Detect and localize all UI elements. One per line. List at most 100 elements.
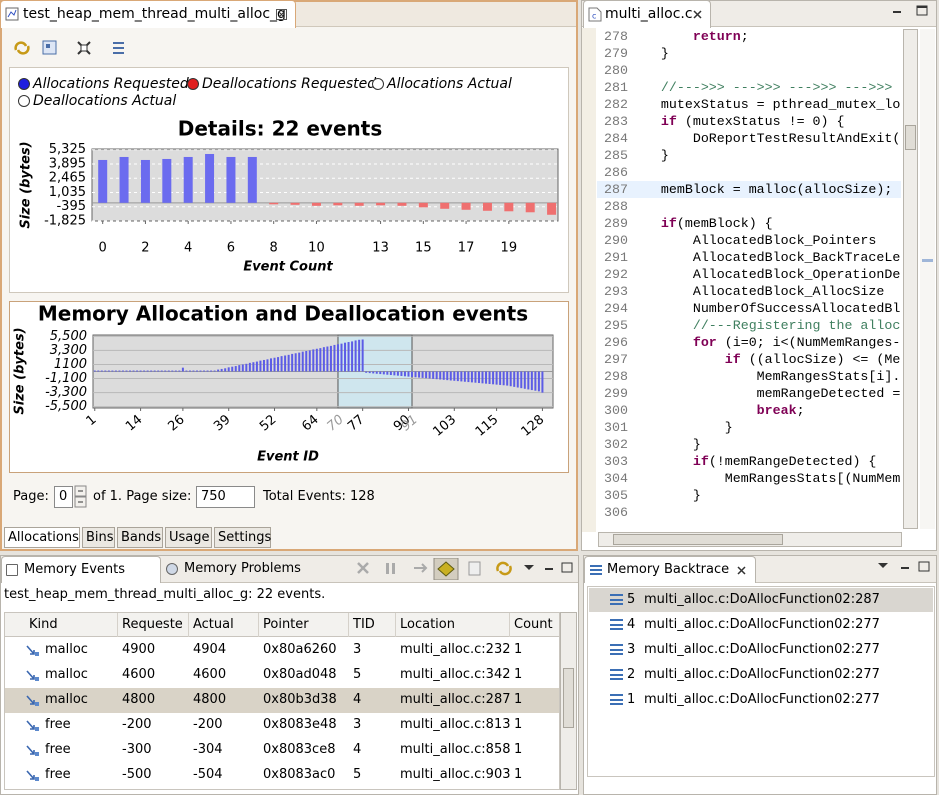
view-tab[interactable]: Allocations [4, 527, 80, 548]
line-number: 279 [604, 46, 628, 61]
cell: malloc [45, 642, 88, 657]
backtrace-row[interactable]: 4 multi_alloc.c:DoAllocFunction02:277 [589, 613, 933, 637]
table-row[interactable]: malloc 4800 4800 0x80b3d38 4 multi_alloc.c:28… [5, 688, 559, 713]
column-title: Requeste [122, 617, 183, 632]
column-header[interactable]: Count [510, 613, 559, 637]
cell: -200 [193, 717, 223, 732]
sync-button[interactable] [496, 561, 512, 576]
cell: 4600 [122, 667, 156, 682]
bar [150, 370, 153, 372]
table-row[interactable]: malloc 4600 4600 0x80ad048 5 multi_alloc.c:34… [5, 663, 559, 688]
bar [206, 370, 209, 372]
column-header[interactable]: Requeste [118, 613, 189, 637]
zoom-button[interactable] [77, 41, 91, 55]
view-menu[interactable] [524, 562, 573, 573]
view-tab[interactable]: test_heap_mem_thread_multi_alloc_g [0, 0, 296, 28]
table-row[interactable]: free -500 -504 0x8083ac0 5 multi_alloc.c:903 1 [5, 763, 559, 788]
tab-label: Memory Problems [184, 561, 301, 576]
column-header[interactable]: Kind [5, 613, 118, 637]
line-number: 294 [604, 301, 628, 316]
view-tab[interactable]: Bands [117, 527, 163, 548]
backtrace-row[interactable]: 2 multi_alloc.c:DoAllocFunction02:277 [589, 663, 933, 687]
line-number: 291 [604, 250, 628, 265]
backtrace-row[interactable]: 3 multi_alloc.c:DoAllocFunction02:277 [589, 638, 933, 662]
cell: -504 [193, 767, 223, 782]
cell: 3 [353, 642, 362, 657]
column-title: Count [514, 617, 553, 632]
table-row[interactable]: free -200 -200 0x8083e48 3 multi_alloc.c:813 1 [5, 713, 559, 738]
close-button[interactable] [692, 9, 703, 20]
horizontal-scrollbar[interactable] [598, 532, 902, 547]
export-button[interactable] [468, 561, 481, 576]
view-tab[interactable]: Usage [165, 527, 212, 548]
close-button[interactable] [276, 9, 287, 20]
bar [107, 370, 110, 372]
view-tab[interactable]: Bins [82, 527, 115, 548]
column-header[interactable]: Pointer [259, 613, 349, 637]
bar [226, 156, 236, 203]
kind-icon [26, 720, 39, 731]
bar [311, 202, 321, 206]
backtrace-row[interactable]: 5 multi_alloc.c:DoAllocFunction02:287 [589, 588, 933, 612]
backtrace-row[interactable]: 1 multi_alloc.c:DoAllocFunction02:277 [589, 688, 933, 712]
column-header[interactable]: Actual [189, 613, 259, 637]
bar [97, 370, 100, 372]
c-file-icon: c [588, 7, 602, 22]
bar [273, 357, 276, 372]
line-number: 281 [604, 80, 628, 95]
bar [453, 371, 456, 381]
pause-button[interactable] [386, 563, 395, 574]
bar [294, 353, 297, 372]
page-spinner[interactable] [74, 485, 88, 509]
code-area: 278 return; 279 } 280 281 //--->>> --->>> -… [597, 28, 901, 530]
filter-button[interactable] [433, 558, 459, 580]
refresh-button[interactable] [14, 41, 30, 55]
bar [361, 339, 364, 372]
column-header[interactable]: Location [396, 613, 510, 637]
table-scrollbar[interactable] [560, 612, 577, 790]
y-tick-label: 3,895 [49, 156, 86, 171]
page-input[interactable]: 0 [54, 486, 73, 508]
vertical-scrollbar[interactable] [903, 29, 918, 529]
tab-label: Bands [121, 530, 162, 545]
cell: multi_alloc.c:232 [400, 642, 510, 657]
view-tab[interactable]: Memory Problems [162, 556, 308, 583]
backtrace-tab[interactable]: Memory Backtrace [584, 556, 756, 583]
close-button[interactable] [736, 565, 747, 576]
cell: 4900 [122, 642, 156, 657]
tab-label: Settings [218, 530, 272, 545]
bar [121, 370, 124, 372]
x-tick-label: 10 [308, 241, 325, 256]
bar [210, 370, 213, 372]
line-number: 304 [604, 471, 628, 486]
backtrace-window-controls[interactable] [876, 560, 934, 574]
step-button[interactable] [414, 563, 428, 573]
frame-icon-mid [610, 648, 623, 651]
overview-ruler [920, 29, 935, 529]
bar [326, 346, 329, 372]
editor-window-controls[interactable] [890, 4, 932, 18]
bar [461, 202, 471, 210]
bar [499, 371, 502, 385]
line-number: 286 [604, 165, 628, 180]
y-tick-label: -3,300 [45, 385, 87, 400]
code-line: memBlock = malloc(allocSize); [629, 182, 893, 197]
bar [171, 370, 174, 372]
list-button[interactable] [113, 42, 124, 54]
view-tab[interactable]: Memory Events [1, 556, 161, 583]
y-tick-label: 3,300 [50, 343, 87, 358]
page-size-input[interactable]: 750 [196, 486, 255, 508]
bar [153, 370, 156, 372]
code-line: NumberOfSuccessAllocatedBl [629, 301, 901, 316]
bar [347, 342, 350, 372]
layout-button[interactable] [42, 40, 57, 55]
remove-button[interactable] [357, 562, 369, 574]
cell: 1 [514, 767, 523, 782]
table-row[interactable]: free -300 -304 0x8083ce8 4 multi_alloc.c:858 1 [5, 738, 559, 763]
view-tab[interactable]: Settings [214, 527, 271, 548]
editor-tab[interactable]: c multi_alloc.c [583, 0, 711, 28]
cell: multi_alloc.c:342 [400, 667, 510, 682]
bar [418, 202, 428, 208]
table-row[interactable]: malloc 4900 4904 0x80a6260 3 multi_alloc.c:23… [5, 638, 559, 663]
column-header[interactable]: TID [349, 613, 396, 637]
